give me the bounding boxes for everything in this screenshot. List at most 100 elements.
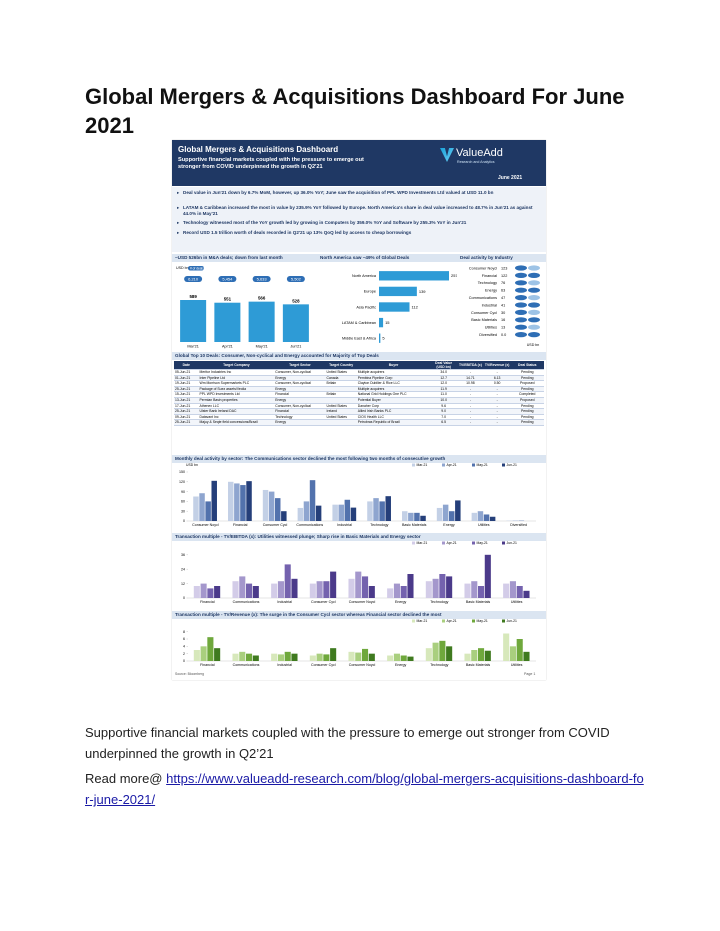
y-tick-label: 30 (181, 509, 185, 513)
table-cell: Pending (510, 369, 544, 376)
table-cell: - (457, 408, 484, 415)
table-cell: 6.13 (483, 375, 511, 382)
x-tick-label: May'21 (256, 345, 268, 349)
industry-name: Consumer Cycl (471, 311, 497, 315)
table-cell: 14.71 (457, 375, 484, 382)
x-tick-label: Energy (395, 600, 407, 604)
legend-swatch (502, 619, 505, 623)
chart-title: Transaction multiple - TV/EBITDA (x): Ut… (172, 533, 546, 541)
bar (291, 653, 298, 661)
table-cell: Ulster Bank Ireland DAC (198, 408, 275, 415)
table-cell: Pending (510, 414, 544, 421)
table-row: 17-Jun-21 Athenex LLC Consumer, Non-cyclic… (174, 403, 544, 410)
bar (464, 653, 471, 661)
legend-swatch (412, 463, 415, 467)
bar (330, 571, 337, 598)
change-pill (515, 265, 527, 271)
sector-chart: USD bn 0 30 60 90 120 150 Mar-21 Apr-21 May-21 Jun… (179, 463, 536, 527)
source-note: Source: Bloomberg (175, 672, 205, 676)
table-cell: Ireland (325, 408, 357, 415)
bar (284, 564, 291, 598)
table-cell: 10.0 (430, 397, 458, 404)
table-cell: - (457, 403, 484, 410)
legend-label: Jun-21 (507, 619, 517, 623)
x-tick-label: Technology (430, 663, 448, 667)
page-number: Page 1 (524, 672, 536, 676)
article-link[interactable]: https://www.valueadd-research.com/blog/g… (85, 771, 644, 807)
column-header: Date (174, 361, 199, 370)
bar (271, 653, 278, 661)
column-header: Deal Value (USD bn) (430, 361, 458, 370)
value-label: 589 (189, 294, 197, 299)
bar (446, 646, 453, 661)
bullet-marker: ▸ (177, 190, 180, 195)
table-cell: Energy (274, 397, 326, 404)
legend-label: Jun-21 (507, 463, 517, 467)
bar (379, 317, 384, 328)
count-label: # of deals (190, 266, 204, 270)
legend-label: Mar-21 (417, 541, 428, 545)
x-tick-label: Communications (233, 663, 260, 667)
industry-name: Consumer Noycl (469, 266, 497, 270)
bar (385, 496, 391, 521)
change-pill (528, 295, 540, 301)
bar (368, 586, 375, 598)
y-tick-label: 36 (181, 553, 185, 557)
bullet-list: ▸ Deal value in Jun'21 down by 6.7% MoM, … (172, 187, 546, 252)
table-cell: 05-Jun-21 (174, 369, 199, 376)
table-cell: 09-Jun-21 (174, 414, 199, 421)
bar (446, 576, 453, 598)
industry-name: Technology (478, 281, 497, 285)
bar (516, 586, 523, 598)
x-tick-label: Jun'21 (290, 345, 301, 349)
change-pill (515, 287, 527, 293)
bar (464, 583, 471, 598)
bar (315, 505, 322, 521)
industry-name: Energy (485, 289, 497, 293)
dashboard-image: Global Mergers & Acquisitions Dashboard S… (172, 140, 546, 680)
table-cell: 13-Jun-21 (174, 397, 199, 404)
y-tick-label: 0 (183, 519, 185, 523)
change-pill (528, 280, 540, 286)
value-label: 139 (419, 289, 426, 294)
monthly-value-chart: USD bn # of deals 6,210 589 Mar'21 5,454 551 Ap… (176, 266, 309, 349)
industry-value: 123 (501, 266, 507, 270)
table-cell: Datavant Inc (198, 414, 275, 421)
bar (284, 651, 291, 661)
bar (323, 581, 330, 598)
table-row: 05-Jun-21 Meritor Industries Inc Consumer,… (174, 369, 544, 376)
bar (248, 301, 275, 342)
bar (282, 304, 309, 342)
bar (471, 581, 478, 598)
bar (199, 493, 205, 521)
y-tick-label: 4 (183, 645, 185, 649)
industry-value: 122 (501, 274, 507, 278)
industry-name: Basic Materials (471, 318, 497, 322)
deals-table-wrap: Date Target Company Target Sector Target Co… (174, 361, 544, 426)
bar (303, 501, 310, 521)
table-row: 25-Jun-21 Ulster Bank Ireland DAC Financia… (174, 408, 544, 415)
bullet-text: Technology witnessed most of the YoY gro… (183, 220, 467, 225)
industry-value: 13 (501, 326, 505, 330)
read-more-label: Read more@ (85, 771, 163, 786)
sector-chart: 0 2 4 6 8 Mar-21 Apr-21 May-21 Jun-21 Financial Co… (183, 619, 536, 667)
bar (193, 496, 199, 521)
bar (291, 578, 298, 598)
change-pill (528, 332, 540, 338)
table-cell: 15-Jun-21 (174, 391, 199, 398)
count-pill (286, 276, 305, 282)
count-pill (184, 276, 203, 282)
table-cell: Completed (510, 391, 544, 398)
table-cell: Financial (274, 408, 326, 415)
table-cell: United States (325, 414, 357, 421)
table-cell: 12.0 (430, 380, 458, 387)
x-tick-label: Consumer Cycl (311, 600, 336, 604)
change-pill (515, 332, 527, 338)
change-pill (515, 317, 527, 323)
bar (338, 504, 344, 521)
bar (239, 576, 246, 598)
x-tick-label: Financial (200, 600, 215, 604)
column-header: TV/Revenue (x) (483, 361, 511, 370)
bar (350, 507, 357, 521)
